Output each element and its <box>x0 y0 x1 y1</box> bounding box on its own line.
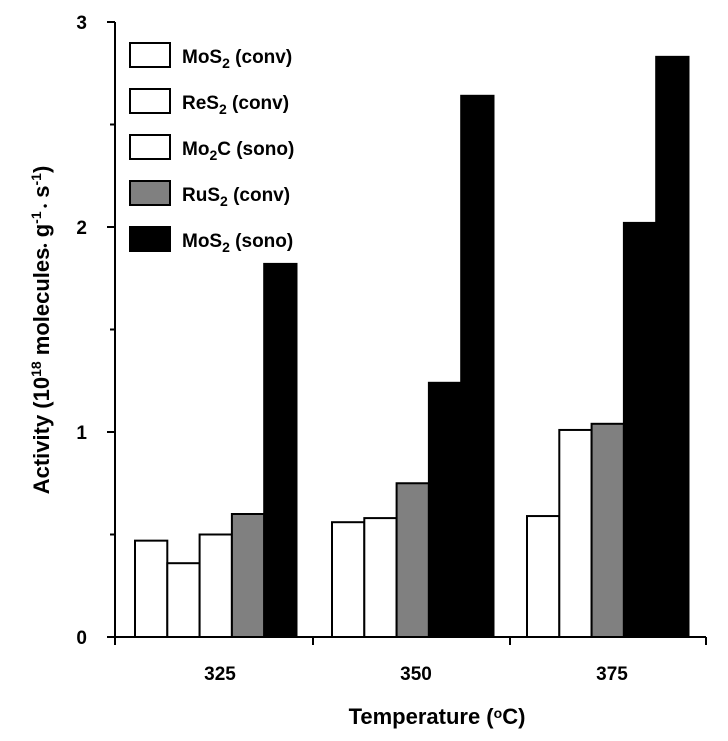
y-tick-label: 2 <box>76 218 87 239</box>
bar <box>331 521 366 639</box>
y-tick-label: 3 <box>76 13 87 34</box>
legend-label: MoS2 (sono) <box>182 231 293 255</box>
bar <box>622 221 658 638</box>
y-axis-title: Activity (1018 molecules• g-1 • s-1) <box>28 166 54 495</box>
bar <box>363 517 398 638</box>
bar <box>590 422 625 638</box>
legend-label: RuS2 (conv) <box>182 185 290 209</box>
bar <box>395 482 430 638</box>
tick-labels: 0 1 2 3 325 350 375 <box>76 13 628 685</box>
x-tick-label: 375 <box>596 664 628 685</box>
x-axis-title: Temperature (oC) <box>349 704 526 729</box>
bar <box>427 381 463 638</box>
x-tick-label: 325 <box>204 664 236 685</box>
y-tick-label: 0 <box>76 628 87 649</box>
bar <box>558 428 593 639</box>
x-tick-label: 350 <box>400 664 432 685</box>
bars <box>134 55 690 639</box>
bar <box>655 55 690 639</box>
bar <box>134 539 169 639</box>
bar <box>263 262 298 638</box>
legend-swatch <box>129 226 171 252</box>
bar <box>198 533 233 638</box>
y-tick-label: 1 <box>76 423 87 444</box>
bar <box>230 513 266 638</box>
legend-swatch <box>129 180 171 206</box>
legend-label: MoS2 (conv) <box>182 47 292 71</box>
legend-label: Mo2C (sono) <box>182 139 294 163</box>
bar <box>166 562 201 639</box>
legend-swatch <box>129 134 171 160</box>
legend-swatch <box>129 42 171 68</box>
bar <box>460 94 495 639</box>
legend: MoS2 (conv) ReS2 (conv) Mo2C (sono) RuS2 (c… <box>129 42 294 255</box>
legend-swatch <box>129 88 171 114</box>
legend-label: ReS2 (conv) <box>182 93 289 117</box>
bar <box>526 515 561 638</box>
